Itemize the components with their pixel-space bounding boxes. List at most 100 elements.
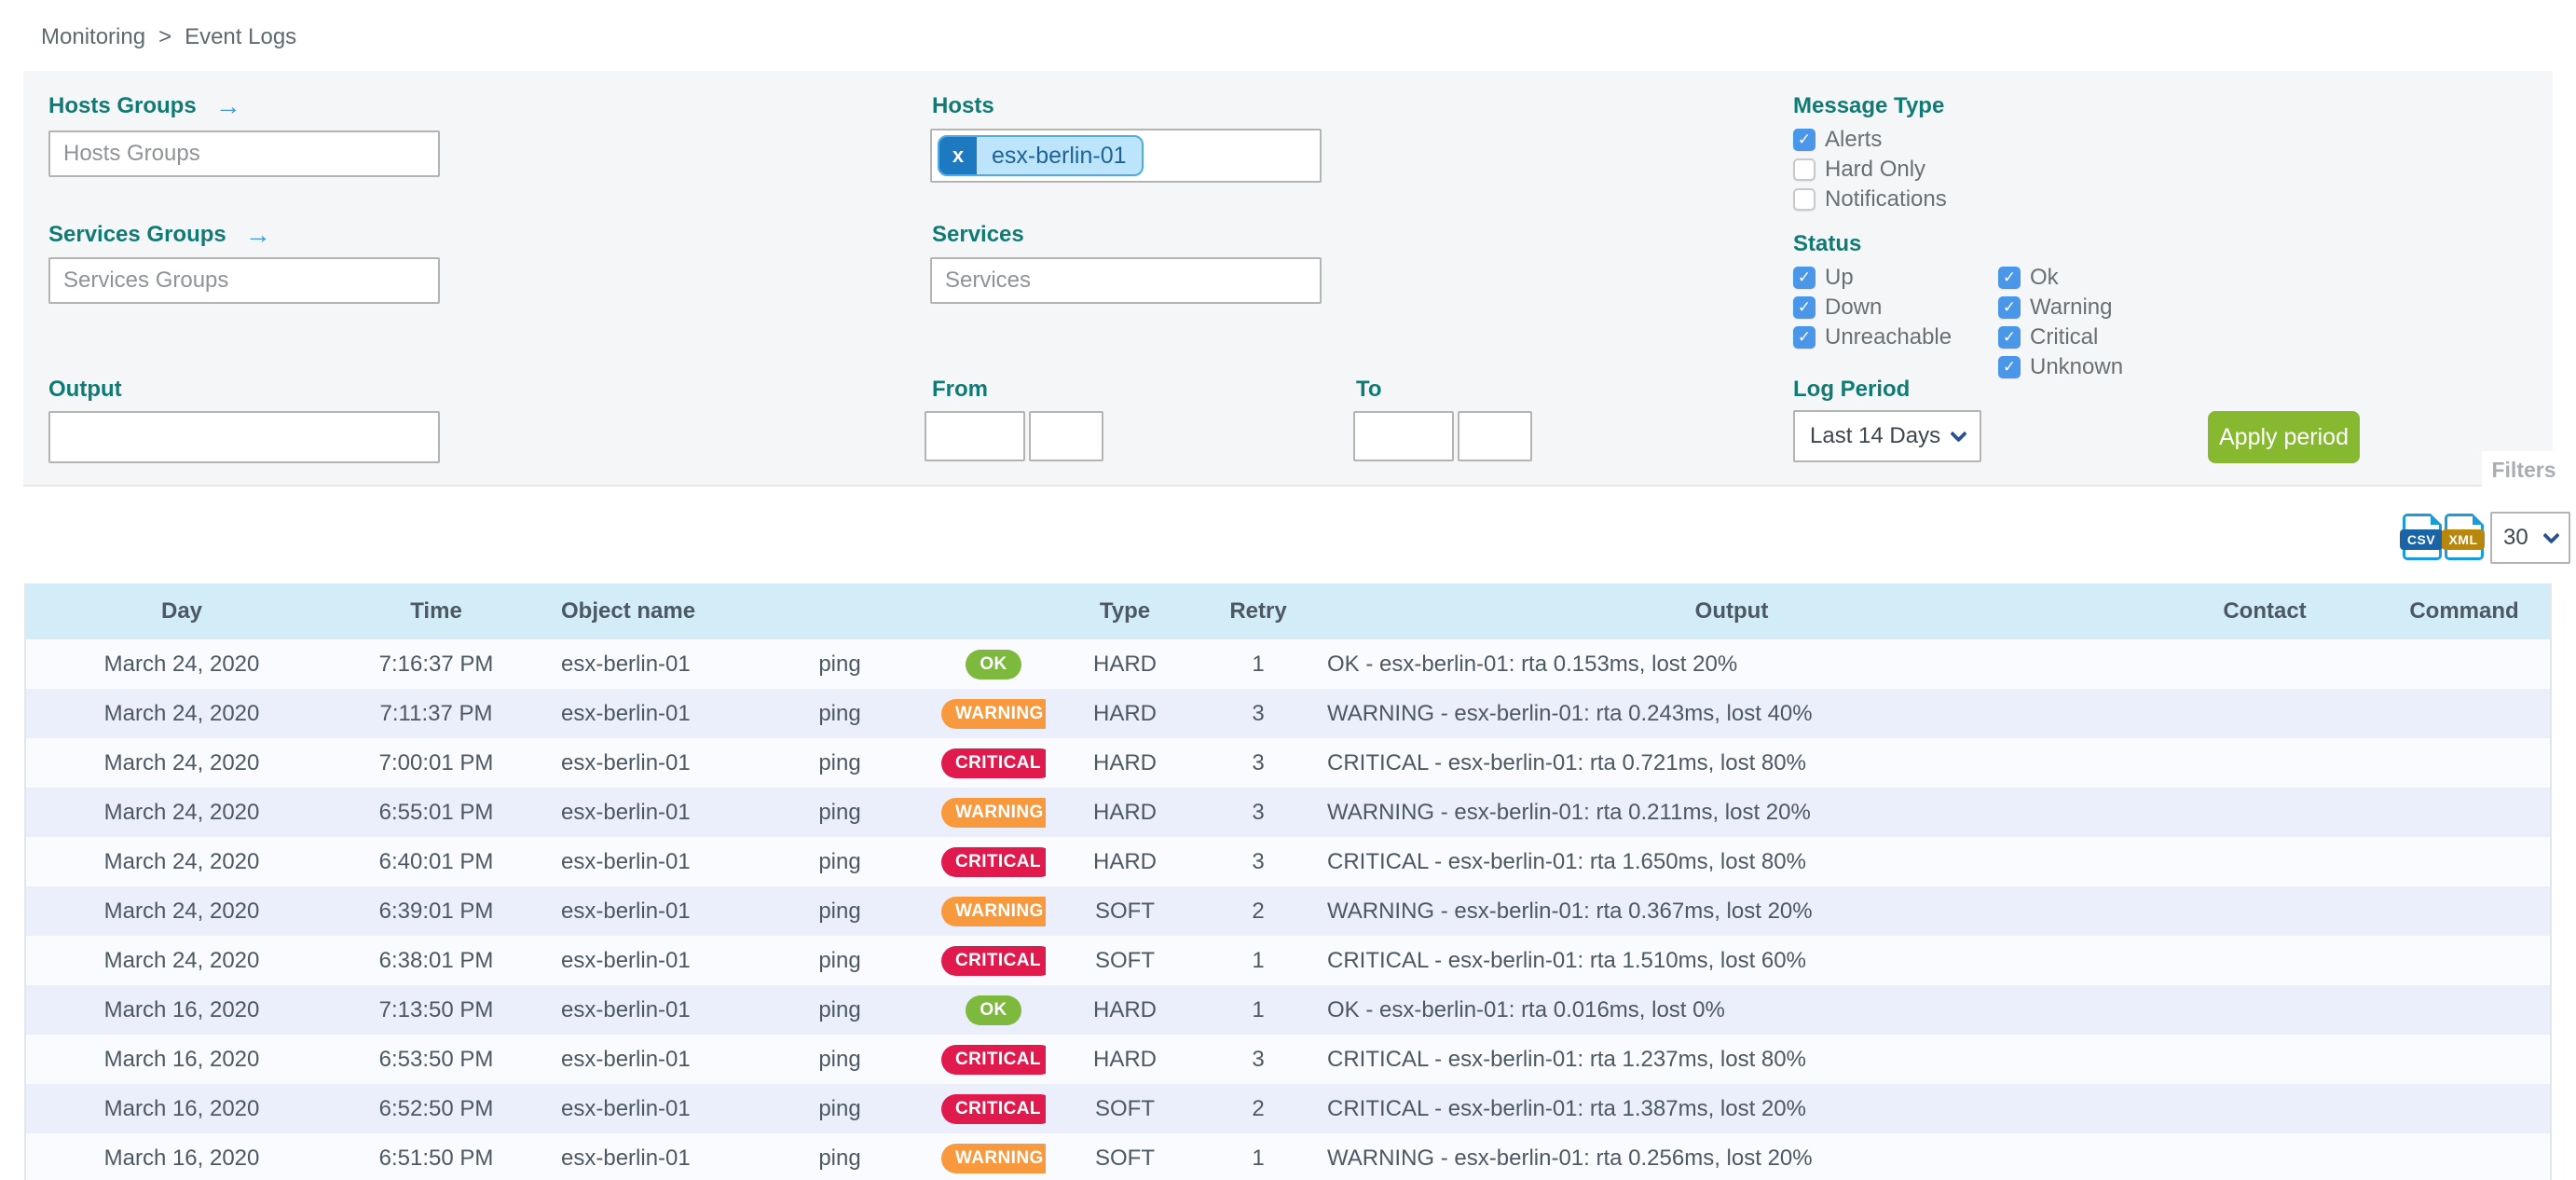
checkbox-option-critical[interactable]: ✓ Critical — [1998, 324, 2123, 350]
down-checkbox[interactable]: ✓ — [1793, 296, 1816, 319]
cell-retry: 3 — [1252, 848, 1265, 874]
cell-day: March 24, 2020 — [103, 799, 260, 825]
page-size-select[interactable]: 30 — [2490, 512, 2570, 564]
cell-retry: 3 — [1252, 749, 1265, 775]
cell-retry: 1 — [1252, 651, 1265, 677]
breadcrumb-monitoring[interactable]: Monitoring — [41, 24, 146, 49]
filter-panel: Hosts Groups → Hosts x esx-berlin-01 Serv… — [23, 71, 2566, 488]
hosts-groups-input[interactable] — [48, 130, 440, 177]
cell-retry: 2 — [1252, 1095, 1265, 1121]
checkbox-option-warning[interactable]: ✓ Warning — [1998, 295, 2123, 320]
critical-checkbox[interactable]: ✓ — [1998, 326, 2021, 349]
column-header-contact[interactable]: Contact — [2151, 583, 2378, 639]
cell-service: ping — [818, 1046, 861, 1072]
status-badge: WARNING — [941, 896, 1046, 926]
cell-output: OK - esx-berlin-01: rta 0.153ms, lost 20… — [1327, 651, 1738, 677]
unreachable-checkbox[interactable]: ✓ — [1793, 326, 1816, 349]
cell-type: SOFT — [1095, 1095, 1155, 1121]
cell-contact — [2151, 985, 2378, 1035]
checkbox-option-notifications[interactable]: Notifications — [1793, 186, 1947, 212]
column-header-type[interactable]: Type — [1046, 583, 1204, 639]
status-badge: WARNING — [941, 797, 1046, 828]
to-date-input[interactable] — [1353, 411, 1454, 461]
checkbox-option-ok[interactable]: ✓ Ok — [1998, 265, 2123, 290]
export-xml-icon[interactable]: XML — [2442, 514, 2485, 560]
cell-day: March 16, 2020 — [103, 1145, 260, 1171]
checkbox-option-hard-only[interactable]: Hard Only — [1793, 157, 1947, 182]
from-time-input[interactable] — [1029, 411, 1103, 461]
log-period-label: Log Period — [1793, 377, 1911, 402]
cell-day: March 24, 2020 — [103, 848, 260, 874]
to-time-input[interactable] — [1458, 411, 1532, 461]
cell-service: ping — [818, 898, 861, 924]
output-input[interactable] — [48, 411, 440, 463]
cell-retry: 3 — [1252, 799, 1265, 825]
warning-checkbox[interactable]: ✓ — [1998, 296, 2021, 319]
message-type-label: Message Type — [1793, 93, 1945, 118]
cell-retry: 1 — [1252, 1145, 1265, 1171]
cell-output: CRITICAL - esx-berlin-01: rta 1.650ms, l… — [1327, 848, 1806, 874]
cell-type: HARD — [1092, 848, 1157, 874]
column-header-day[interactable]: Day — [26, 583, 337, 639]
column-header-retry[interactable]: Retry — [1204, 583, 1312, 639]
hosts-input[interactable]: x esx-berlin-01 — [930, 129, 1322, 183]
export-csv-icon[interactable]: CSV — [2400, 514, 2443, 560]
checkbox-option-alerts[interactable]: ✓ Alerts — [1793, 127, 1947, 152]
cell-day: March 24, 2020 — [103, 700, 260, 726]
up-checkbox[interactable]: ✓ — [1793, 267, 1816, 289]
status-badge: CRITICAL — [941, 846, 1046, 877]
cell-status: CRITICAL — [941, 936, 1046, 985]
cell-type: HARD — [1092, 799, 1157, 825]
cell-command — [2378, 1084, 2550, 1133]
cell-type: SOFT — [1095, 1145, 1155, 1171]
remove-tag-button[interactable]: x — [939, 137, 977, 174]
hosts-groups-arrow-icon[interactable]: → — [214, 91, 241, 120]
table-row: March 24, 2020 6:38:01 PM esx-berlin-01 pin… — [26, 936, 2550, 985]
checkbox-option-down[interactable]: ✓ Down — [1793, 295, 1952, 320]
column-header-object-name[interactable]: Object name — [535, 583, 738, 639]
cell-day: March 24, 2020 — [103, 898, 260, 924]
cell-output: WARNING - esx-berlin-01: rta 0.243ms, lo… — [1327, 700, 1813, 726]
cell-time: 7:11:37 PM — [379, 700, 493, 726]
cell-contact — [2151, 788, 2378, 837]
cell-status: OK — [941, 639, 1046, 689]
column-header-blank — [738, 583, 941, 639]
apply-period-button[interactable]: Apply period — [2208, 411, 2360, 463]
cell-status: OK — [941, 985, 1046, 1035]
chevron-down-icon — [1950, 424, 1967, 443]
cell-command — [2378, 639, 2550, 689]
cell-object: esx-berlin-01 — [561, 1145, 691, 1171]
checkbox-label: Up — [1825, 265, 1854, 290]
checkbox-label: Unreachable — [1825, 324, 1953, 350]
cell-time: 6:38:01 PM — [378, 947, 494, 973]
alerts-checkbox[interactable]: ✓ — [1793, 129, 1816, 151]
log-period-select[interactable]: Last 14 Days — [1793, 410, 1981, 462]
ok-checkbox[interactable]: ✓ — [1998, 267, 2021, 289]
status-badge: WARNING — [941, 1143, 1046, 1173]
unknown-checkbox[interactable]: ✓ — [1998, 356, 2021, 378]
cell-type: HARD — [1092, 749, 1157, 775]
checkbox-option-unreachable[interactable]: ✓ Unreachable — [1793, 324, 1953, 350]
checkbox-option-up[interactable]: ✓ Up — [1793, 265, 1952, 290]
cell-command — [2378, 1133, 2550, 1180]
table-row: March 24, 2020 7:16:37 PM esx-berlin-01 pin… — [26, 639, 2550, 689]
cell-output: CRITICAL - esx-berlin-01: rta 1.237ms, l… — [1327, 1046, 1806, 1072]
cell-object: esx-berlin-01 — [561, 799, 691, 825]
checkbox-option-unknown[interactable]: ✓ Unknown — [1998, 354, 2123, 379]
cell-service: ping — [818, 947, 861, 973]
services-input[interactable] — [930, 257, 1322, 304]
hard-only-checkbox[interactable] — [1793, 158, 1816, 181]
breadcrumb: Monitoring > Event Logs — [41, 24, 296, 50]
column-header-time[interactable]: Time — [337, 583, 535, 639]
from-date-input[interactable] — [925, 411, 1025, 461]
column-header-command[interactable]: Command — [2378, 583, 2550, 639]
checkbox-label: Warning — [2030, 295, 2113, 320]
services-groups-input[interactable] — [48, 257, 440, 304]
checkbox-label: Hard Only — [1825, 157, 1926, 182]
services-groups-arrow-icon[interactable]: → — [244, 220, 271, 249]
notifications-checkbox[interactable] — [1793, 188, 1816, 211]
column-header-output[interactable]: Output — [1312, 583, 2151, 639]
cell-time: 6:51:50 PM — [378, 1145, 494, 1171]
filters-toggle-tab[interactable]: Filters — [2482, 451, 2566, 488]
